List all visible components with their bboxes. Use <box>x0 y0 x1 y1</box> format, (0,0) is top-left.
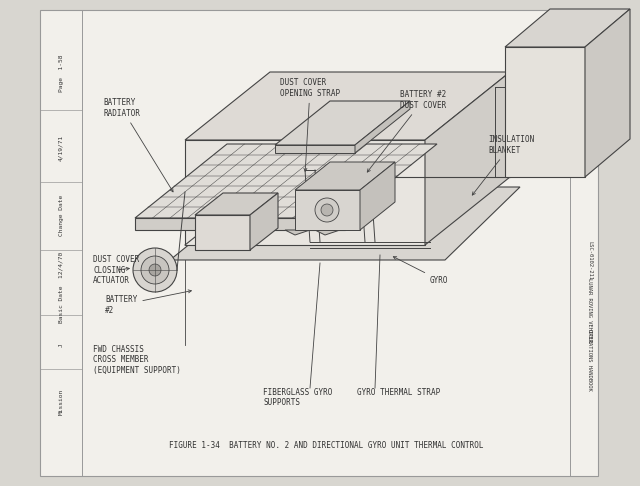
Text: FIGURE 1-34  BATTERY NO. 2 AND DIRECTIONAL GYRO UNIT THERMAL CONTROL: FIGURE 1-34 BATTERY NO. 2 AND DIRECTIONA… <box>169 440 483 450</box>
Text: J: J <box>58 344 63 347</box>
Polygon shape <box>250 193 278 250</box>
Bar <box>40 10 598 476</box>
Text: Change Date: Change Date <box>58 194 63 236</box>
Polygon shape <box>275 145 355 153</box>
Polygon shape <box>195 193 278 215</box>
Text: LSC-0102-211: LSC-0102-211 <box>588 241 593 279</box>
Text: FWD CHASSIS
CROSS MEMBER
(EQUIPMENT SUPPORT): FWD CHASSIS CROSS MEMBER (EQUIPMENT SUPP… <box>93 345 181 375</box>
Text: DUST COVER
OPENING STRAP: DUST COVER OPENING STRAP <box>280 78 340 171</box>
Polygon shape <box>360 162 395 230</box>
Polygon shape <box>295 190 360 230</box>
Polygon shape <box>585 9 630 177</box>
Polygon shape <box>185 140 425 245</box>
Text: GYRO THERMAL STRAP: GYRO THERMAL STRAP <box>357 388 440 397</box>
Polygon shape <box>185 72 510 140</box>
Text: Basic Date  12/4/70: Basic Date 12/4/70 <box>58 252 63 323</box>
Polygon shape <box>425 72 510 245</box>
Polygon shape <box>195 215 250 250</box>
Polygon shape <box>170 187 520 260</box>
Circle shape <box>133 248 177 292</box>
Text: GYRO: GYRO <box>394 257 449 284</box>
Text: DUST COVER
CLOSING
ACTUATOR: DUST COVER CLOSING ACTUATOR <box>93 255 140 285</box>
Text: Page  1-58: Page 1-58 <box>58 54 63 92</box>
Circle shape <box>149 264 161 276</box>
Text: INSULATION
BLANKET: INSULATION BLANKET <box>472 135 534 195</box>
Text: LUNAR ROVING VEHICLE: LUNAR ROVING VEHICLE <box>588 278 593 343</box>
Polygon shape <box>275 101 410 145</box>
Text: BATTERY
RADIATOR: BATTERY RADIATOR <box>103 98 173 192</box>
Polygon shape <box>135 144 437 218</box>
Polygon shape <box>355 101 410 153</box>
Polygon shape <box>315 230 340 235</box>
Polygon shape <box>505 9 630 47</box>
Text: Mission: Mission <box>58 388 63 415</box>
Circle shape <box>321 204 333 216</box>
Polygon shape <box>285 230 310 235</box>
Circle shape <box>141 256 169 284</box>
Polygon shape <box>295 162 395 190</box>
Text: FIBERGLASS GYRO
SUPPORTS: FIBERGLASS GYRO SUPPORTS <box>263 388 332 407</box>
Text: BATTERY #2
DUST COVER: BATTERY #2 DUST COVER <box>367 90 446 172</box>
Polygon shape <box>135 218 345 230</box>
Text: OPERATIONS HANDBOOK: OPERATIONS HANDBOOK <box>588 329 593 391</box>
Text: BATTERY
#2: BATTERY #2 <box>105 290 191 315</box>
Circle shape <box>315 198 339 222</box>
Polygon shape <box>505 47 585 177</box>
Text: 4/19/71: 4/19/71 <box>58 134 63 160</box>
